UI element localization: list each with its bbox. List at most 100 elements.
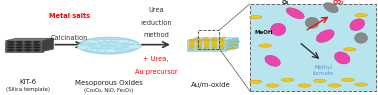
Text: Metal salts: Metal salts [49,13,90,19]
Circle shape [249,15,262,19]
Circle shape [78,43,89,46]
Circle shape [109,47,116,49]
Circle shape [77,44,89,48]
Text: + Urea,: + Urea, [143,56,169,62]
Circle shape [109,42,116,44]
Circle shape [115,49,123,51]
Circle shape [204,46,209,48]
Ellipse shape [316,30,334,42]
Circle shape [197,49,202,50]
Circle shape [212,44,217,45]
Circle shape [84,40,99,44]
Circle shape [328,84,341,87]
Circle shape [16,41,23,43]
Circle shape [189,39,194,41]
Circle shape [204,44,209,45]
Circle shape [16,49,23,51]
Polygon shape [187,38,238,40]
Polygon shape [6,38,53,41]
Circle shape [92,39,105,43]
Circle shape [266,84,279,87]
Circle shape [259,44,271,47]
Circle shape [217,39,222,40]
Circle shape [197,46,202,48]
Circle shape [219,44,225,45]
Circle shape [226,48,231,49]
Circle shape [121,48,131,51]
Circle shape [24,49,32,51]
Circle shape [117,45,125,47]
Circle shape [90,49,101,51]
Circle shape [355,14,367,17]
Text: (Co₃O₄, NiO, Fe₂O₃): (Co₃O₄, NiO, Fe₂O₃) [84,88,133,93]
Circle shape [95,43,103,45]
Circle shape [197,42,202,43]
Circle shape [212,42,217,43]
Circle shape [200,39,205,40]
Circle shape [234,44,238,46]
Circle shape [101,39,112,42]
Circle shape [33,47,40,48]
Text: (Silica template): (Silica template) [6,87,50,92]
Circle shape [197,44,202,45]
Circle shape [191,39,196,40]
Circle shape [24,47,32,48]
Text: KIT-6: KIT-6 [19,79,36,85]
Circle shape [130,44,139,46]
Circle shape [110,40,118,42]
Circle shape [7,47,14,48]
Text: O₂: O₂ [282,0,290,5]
Ellipse shape [305,17,319,28]
Circle shape [212,39,217,41]
Ellipse shape [286,8,304,19]
Circle shape [101,47,109,49]
Circle shape [236,41,240,42]
Text: Mesoporous Oxides: Mesoporous Oxides [75,80,143,86]
Circle shape [85,48,93,50]
Circle shape [95,46,103,48]
Circle shape [33,41,40,43]
Circle shape [115,39,129,43]
Circle shape [212,38,217,39]
Ellipse shape [335,52,350,64]
Circle shape [298,84,311,87]
Circle shape [204,42,209,43]
Ellipse shape [355,33,367,43]
Circle shape [281,78,294,81]
Circle shape [97,49,110,52]
Circle shape [104,49,119,53]
Circle shape [221,37,226,39]
Text: reduction: reduction [140,20,172,26]
Circle shape [204,39,209,41]
Text: MeOH: MeOH [254,30,273,35]
Circle shape [82,42,90,44]
Polygon shape [43,38,53,51]
Circle shape [212,46,217,48]
Circle shape [341,78,354,81]
Ellipse shape [265,55,280,66]
Circle shape [249,80,262,83]
Circle shape [122,41,135,44]
Circle shape [7,41,14,43]
Circle shape [228,45,233,46]
Circle shape [127,42,138,45]
Text: CO₂: CO₂ [333,0,344,5]
Circle shape [77,46,93,50]
Circle shape [7,44,14,46]
Text: Au precursor: Au precursor [135,69,177,75]
Polygon shape [187,40,226,51]
Circle shape [219,46,225,48]
Circle shape [189,44,194,45]
Circle shape [16,44,23,46]
Circle shape [93,45,100,47]
Circle shape [219,42,225,43]
Circle shape [212,49,217,50]
Circle shape [115,46,122,48]
Circle shape [189,46,194,48]
Circle shape [189,42,194,43]
Circle shape [231,48,236,49]
Circle shape [189,49,194,50]
Text: method: method [143,32,169,38]
Circle shape [115,43,122,45]
Polygon shape [6,41,43,51]
